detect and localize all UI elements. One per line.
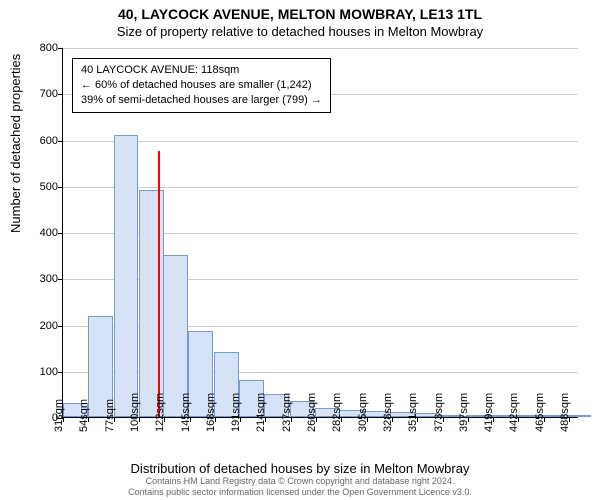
ytick-mark xyxy=(58,141,63,142)
gridline xyxy=(63,187,578,188)
ytick-label: 700 xyxy=(8,88,58,100)
histogram-bar xyxy=(114,135,139,417)
ytick-mark xyxy=(58,326,63,327)
ytick-label: 300 xyxy=(8,273,58,285)
ytick-mark xyxy=(58,48,63,49)
chart-container: 40, LAYCOCK AVENUE, MELTON MOWBRAY, LE13… xyxy=(0,0,600,500)
ytick-label: 200 xyxy=(8,320,58,332)
footer-attribution: Contains HM Land Registry data © Crown c… xyxy=(0,476,600,498)
annotation-line: ← 60% of detached houses are smaller (1,… xyxy=(81,78,322,93)
footer-line1: Contains HM Land Registry data © Crown c… xyxy=(0,476,600,487)
ytick-mark xyxy=(58,372,63,373)
annotation-line: 39% of semi-detached houses are larger (… xyxy=(81,93,322,108)
ytick-label: 100 xyxy=(8,366,58,378)
footer-line2: Contains public sector information licen… xyxy=(0,487,600,498)
ytick-label: 600 xyxy=(8,135,58,147)
gridline xyxy=(63,48,578,49)
ytick-mark xyxy=(58,279,63,280)
ytick-label: 0 xyxy=(8,412,58,424)
chart-title-sub: Size of property relative to detached ho… xyxy=(0,24,600,39)
annotation-line: 40 LAYCOCK AVENUE: 118sqm xyxy=(81,63,322,78)
ytick-label: 400 xyxy=(8,227,58,239)
reference-line xyxy=(158,151,160,417)
ytick-mark xyxy=(58,233,63,234)
ytick-mark xyxy=(58,187,63,188)
ytick-label: 500 xyxy=(8,181,58,193)
ytick-mark xyxy=(58,94,63,95)
chart-title-main: 40, LAYCOCK AVENUE, MELTON MOWBRAY, LE13… xyxy=(0,6,600,22)
histogram-bar xyxy=(139,190,164,417)
ytick-label: 800 xyxy=(8,42,58,54)
x-axis-label: Distribution of detached houses by size … xyxy=(0,461,600,476)
gridline xyxy=(63,141,578,142)
annotation-box: 40 LAYCOCK AVENUE: 118sqm← 60% of detach… xyxy=(72,58,331,113)
